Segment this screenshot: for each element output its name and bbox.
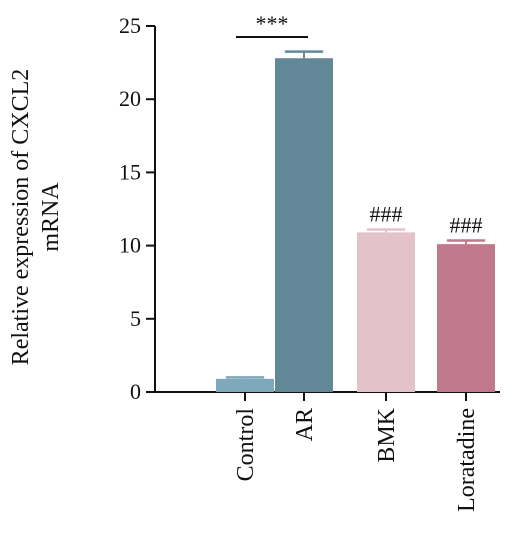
bars xyxy=(216,58,495,392)
y-tick-label: 15 xyxy=(119,159,141,184)
significance-label: *** xyxy=(256,11,289,36)
significance-label: ### xyxy=(450,212,483,237)
y-tick-label: 0 xyxy=(130,379,141,404)
y-axis-label-line: Relative expression of CXCL2 xyxy=(8,69,34,366)
bar-control xyxy=(216,378,274,392)
y-axis-label-line: mRNA xyxy=(38,182,64,252)
y-axis-label: Relative expression of CXCL2 mRNA xyxy=(8,69,64,366)
x-tick-label: BMK xyxy=(374,407,400,462)
x-tick-labels: Control AR BMK Loratadine xyxy=(233,407,480,512)
y-tick-label: 25 xyxy=(119,13,141,38)
x-tick-label: Control xyxy=(233,408,259,482)
y-tick-label: 5 xyxy=(130,306,141,331)
error-bars xyxy=(225,50,486,379)
y-tick-label: 10 xyxy=(119,233,141,258)
significance-label: ### xyxy=(370,201,403,226)
significance-annotations: *** ### ### xyxy=(236,11,483,237)
y-tick-label: 20 xyxy=(119,86,141,111)
bar-bmk xyxy=(357,232,415,392)
x-tick-label: AR xyxy=(292,408,318,441)
y-ticks: 0 5 10 15 20 25 xyxy=(119,13,155,404)
bar-ar xyxy=(275,58,333,392)
bar-loratadine xyxy=(437,244,495,392)
x-tick-label: Loratadine xyxy=(454,408,480,512)
